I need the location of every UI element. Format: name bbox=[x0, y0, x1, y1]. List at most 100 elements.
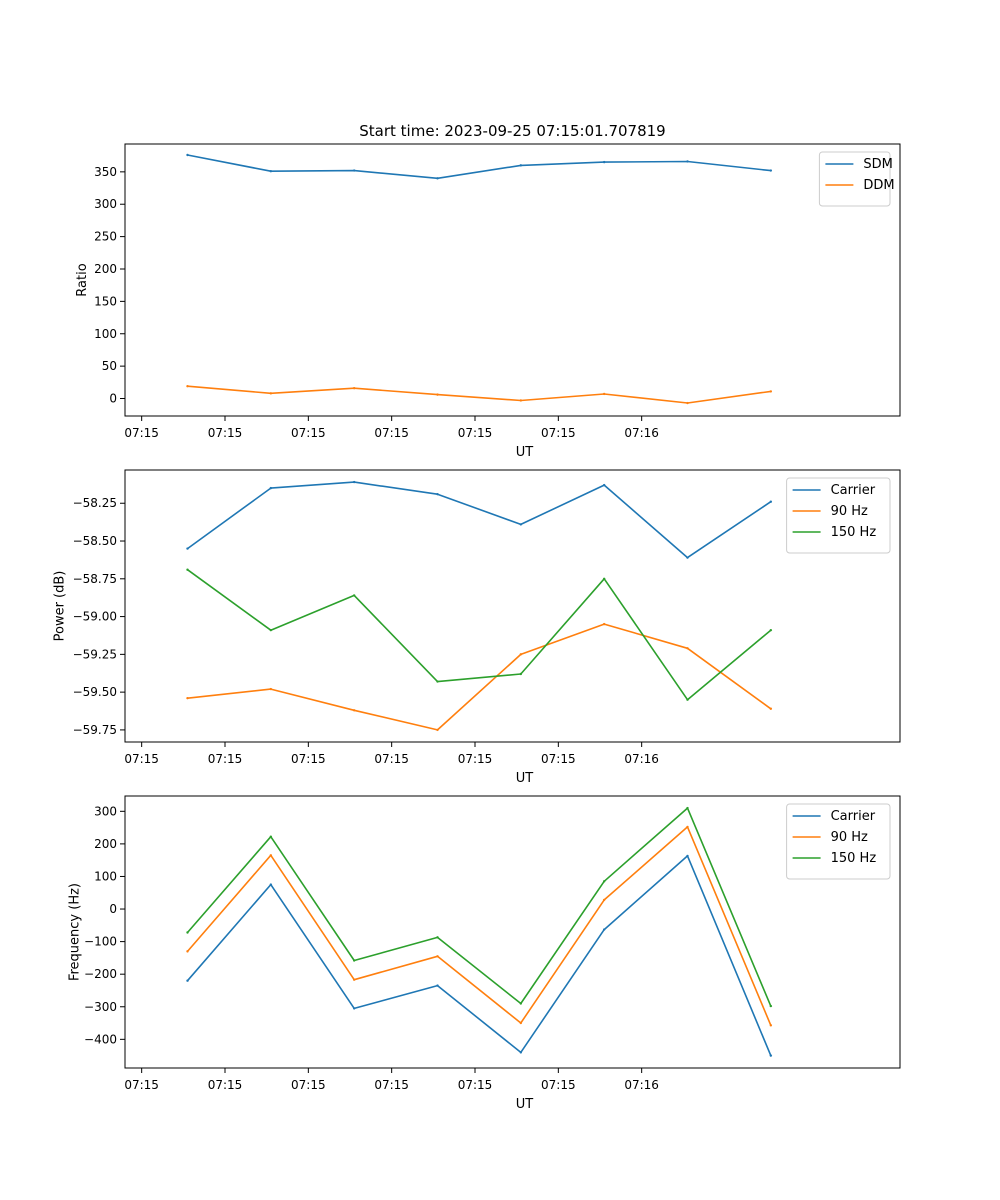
y-tick-label: 50 bbox=[102, 359, 117, 373]
panel-3: 07:15 07:15 07:15 07:15 07:15 07:15 07:16 UT 300… bbox=[68, 795, 901, 1112]
data-point bbox=[769, 628, 773, 632]
data-point bbox=[436, 177, 439, 180]
legend: Carrier 90 Hz 150 Hz bbox=[786, 803, 891, 880]
data-point bbox=[602, 160, 606, 164]
series-line-carrier bbox=[186, 855, 772, 1056]
data-point bbox=[602, 898, 606, 902]
data-point bbox=[686, 806, 689, 810]
legend-label: 90 Hz bbox=[831, 830, 868, 845]
legend-label: Carrier bbox=[831, 483, 876, 498]
x-tick-label: 07:16 bbox=[624, 426, 659, 440]
data-point bbox=[769, 707, 773, 710]
data-point bbox=[352, 386, 356, 390]
data-point bbox=[519, 1051, 523, 1054]
y-axis-label: Power (dB) bbox=[52, 571, 67, 642]
data-point bbox=[436, 955, 439, 958]
data-point bbox=[186, 979, 189, 982]
data-point bbox=[186, 931, 189, 934]
x-tick-label: 07:16 bbox=[624, 1078, 659, 1092]
x-tick-label: 07:15 bbox=[208, 752, 243, 766]
x-tick-label: 07:16 bbox=[624, 752, 659, 766]
panel-2: 07:15 07:15 07:15 07:15 07:15 07:15 07:16 UT −58… bbox=[52, 469, 901, 786]
data-point bbox=[769, 1004, 773, 1008]
x-tick-label: 07:15 bbox=[291, 752, 326, 766]
data-point bbox=[769, 500, 773, 503]
data-point bbox=[352, 1007, 356, 1010]
legend: Carrier 90 Hz 150 Hz bbox=[786, 477, 891, 554]
legend: SDM DDM bbox=[818, 151, 895, 207]
legend-box bbox=[818, 151, 891, 207]
data-point bbox=[186, 568, 189, 571]
legend-box bbox=[786, 803, 891, 880]
x-axis-label: UT bbox=[516, 771, 534, 786]
x-tick-label: 07:15 bbox=[374, 752, 409, 766]
y-tick-label: −200 bbox=[84, 967, 117, 981]
x-tick-label: 07:15 bbox=[541, 426, 576, 440]
panel-1: Start time: 2023-09-25 07:15:01.707819 07… bbox=[75, 122, 901, 460]
data-point bbox=[186, 547, 189, 550]
data-point bbox=[436, 680, 439, 683]
legend-label: 150 Hz bbox=[831, 851, 877, 866]
y-tick-label: 300 bbox=[94, 197, 117, 211]
data-point bbox=[352, 594, 356, 597]
data-point bbox=[519, 672, 523, 676]
data-point bbox=[269, 854, 273, 857]
legend-box bbox=[786, 477, 891, 554]
data-point bbox=[352, 169, 356, 172]
series-line-carrier bbox=[187, 481, 772, 559]
data-point bbox=[602, 577, 606, 580]
legend-label: SDM bbox=[863, 157, 892, 172]
y-tick-label: −59.75 bbox=[73, 723, 117, 737]
x-tick-label: 07:15 bbox=[124, 1078, 159, 1092]
x-tick-label: 07:15 bbox=[458, 752, 493, 766]
data-point bbox=[269, 392, 273, 395]
y-tick-label: 200 bbox=[94, 262, 117, 276]
data-point bbox=[602, 392, 606, 396]
x-tick-label: 07:15 bbox=[291, 426, 326, 440]
x-tick-label: 07:15 bbox=[374, 1078, 409, 1092]
x-tick-label: 07:15 bbox=[291, 1078, 326, 1092]
axes-frame bbox=[124, 795, 901, 1069]
data-point bbox=[186, 385, 189, 388]
data-point bbox=[269, 835, 273, 838]
data-point bbox=[436, 393, 439, 396]
y-tick-label: −300 bbox=[84, 1000, 117, 1014]
y-axis-label: Ratio bbox=[75, 263, 90, 296]
y-tick-label: −58.50 bbox=[73, 534, 117, 548]
data-point bbox=[269, 486, 273, 490]
series-line-90-hz bbox=[187, 623, 772, 731]
x-tick-label: 07:15 bbox=[208, 1078, 243, 1092]
data-point bbox=[186, 153, 189, 157]
data-point bbox=[436, 936, 439, 939]
data-point bbox=[602, 928, 606, 931]
data-point bbox=[269, 883, 273, 886]
y-tick-label: 150 bbox=[94, 294, 117, 308]
y-axis-label: Frequency (Hz) bbox=[68, 883, 83, 981]
y-tick-label: −400 bbox=[84, 1032, 117, 1046]
data-point bbox=[186, 950, 189, 953]
y-tick-label: −100 bbox=[84, 935, 117, 949]
data-point bbox=[602, 880, 606, 883]
y-tick-label: −58.25 bbox=[73, 496, 117, 510]
y-tick-label: 100 bbox=[94, 869, 117, 883]
data-point bbox=[519, 1002, 523, 1005]
data-point bbox=[352, 480, 356, 484]
data-point bbox=[436, 728, 439, 732]
y-tick-label: 100 bbox=[94, 327, 117, 341]
x-tick-label: 07:15 bbox=[458, 426, 493, 440]
data-point bbox=[352, 959, 356, 962]
data-point bbox=[602, 483, 606, 487]
x-tick-label: 07:15 bbox=[124, 426, 159, 440]
x-axis-label: UT bbox=[516, 1097, 534, 1112]
x-tick-label: 07:15 bbox=[374, 426, 409, 440]
y-tick-label: 250 bbox=[94, 230, 117, 244]
data-point bbox=[686, 825, 689, 829]
data-point bbox=[686, 160, 689, 163]
data-point bbox=[519, 164, 523, 167]
x-tick-label: 07:15 bbox=[208, 426, 243, 440]
series-line-90-hz bbox=[186, 826, 772, 1026]
data-point bbox=[769, 169, 773, 172]
series-line-150-hz bbox=[186, 807, 772, 1007]
y-tick-label: 200 bbox=[94, 837, 117, 851]
